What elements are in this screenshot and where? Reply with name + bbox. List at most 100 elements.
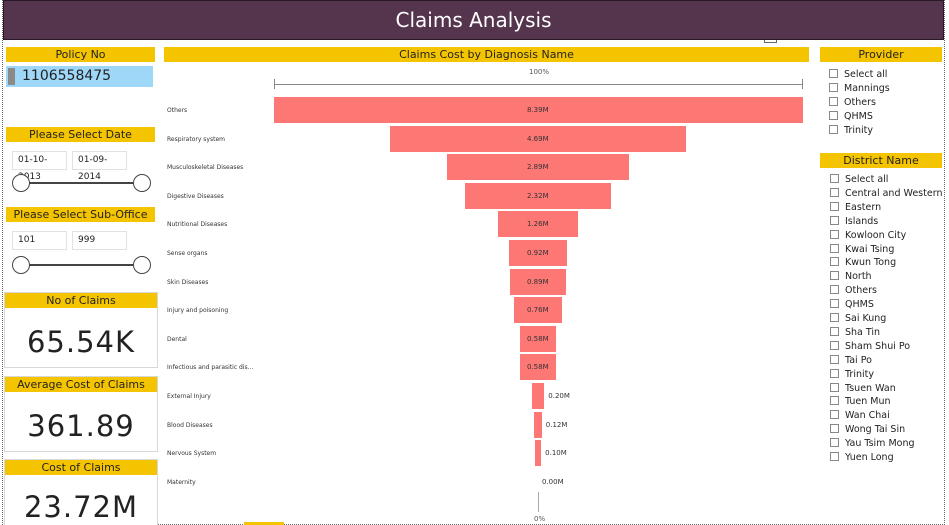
- bottom-range-tick: [538, 492, 539, 512]
- district-item-wan-chai[interactable]: Wan Chai: [830, 410, 890, 424]
- district-item-eastern[interactable]: Eastern: [830, 201, 881, 216]
- funnel-bar-others[interactable]: [273, 97, 803, 123]
- district-item-sham-shui-po[interactable]: Sham Shui Po: [830, 340, 910, 355]
- checkbox-icon[interactable]: [830, 424, 839, 434]
- suboffice-slider-track[interactable]: [20, 264, 142, 266]
- district-item-sha-tin[interactable]: Sha Tin: [830, 326, 881, 341]
- district-item-sai-kung[interactable]: Sai Kung: [830, 313, 886, 327]
- bar-value-label: 0.58M: [527, 334, 549, 343]
- funnel-bar-blood-diseases[interactable]: [534, 411, 542, 438]
- funnel-bar-musculoskeletal-diseases[interactable]: [446, 154, 630, 181]
- end-date-input[interactable]: 01-09-2014: [72, 151, 127, 182]
- checkbox-icon[interactable]: [830, 215, 839, 225]
- district-item-trinity[interactable]: Trinity: [830, 368, 874, 383]
- category-label: Blood Diseases: [167, 421, 213, 429]
- district-item-central-and-western[interactable]: Central and Western: [830, 187, 942, 202]
- district-item-qhms[interactable]: QHMS: [830, 299, 874, 313]
- checkbox-icon[interactable]: [830, 452, 839, 461]
- policy-search-input[interactable]: 1106558475: [6, 66, 153, 87]
- suboffice-slider-min-handle[interactable]: [12, 256, 30, 274]
- district-item-islands[interactable]: Islands: [830, 215, 878, 230]
- bar-value-label: 1.26M: [527, 220, 549, 229]
- suboffice-max-input[interactable]: 999: [72, 231, 127, 250]
- date-slider-start-handle[interactable]: [12, 174, 30, 192]
- district-item-tsuen-wan[interactable]: Tsuen Wan: [830, 382, 896, 397]
- district-item-north[interactable]: North: [830, 271, 872, 285]
- checkbox-icon[interactable]: [830, 382, 839, 392]
- date-slider-end-handle[interactable]: [133, 174, 151, 192]
- funnel-bar-nervous-system[interactable]: [534, 440, 542, 467]
- district-item-others[interactable]: Others: [830, 285, 877, 299]
- checkbox-icon[interactable]: [829, 111, 838, 120]
- district-item-label: Sha Tin: [845, 326, 881, 338]
- district-item-wong-tai-sin[interactable]: Wong Tai Sin: [830, 424, 905, 438]
- checkbox-icon[interactable]: [830, 285, 839, 295]
- funnel-bar-nutritional-diseases[interactable]: [498, 211, 578, 238]
- checkbox-icon[interactable]: [830, 271, 839, 281]
- provider-item-trinity[interactable]: Trinity: [829, 125, 873, 139]
- checkbox-icon[interactable]: [829, 97, 838, 106]
- district-item-kwai-tsing[interactable]: Kwai Tsing: [830, 243, 894, 258]
- checkbox-icon[interactable]: [830, 201, 839, 211]
- district-item-kowloon-city[interactable]: Kowloon City: [830, 229, 906, 244]
- start-date-input[interactable]: 01-10-2013: [12, 151, 67, 182]
- checkbox-icon[interactable]: [830, 410, 839, 420]
- chart-title: Claims Cost by Diagnosis Name: [164, 47, 809, 62]
- district-item-label: Wan Chai: [845, 410, 890, 422]
- checkbox-icon[interactable]: [830, 354, 839, 364]
- district-item-tai-po[interactable]: Tai Po: [830, 354, 872, 369]
- district-item-label: Kwun Tong: [845, 257, 897, 269]
- bar-value-label: 0.92M: [527, 249, 549, 257]
- funnel-bar-respiratory-system[interactable]: [390, 125, 686, 152]
- checkbox-icon[interactable]: [830, 396, 839, 406]
- checkbox-icon[interactable]: [830, 368, 839, 378]
- checkbox-icon[interactable]: [830, 243, 839, 253]
- bar-value-label: 0.20M: [548, 392, 570, 400]
- checkbox-icon[interactable]: [830, 187, 839, 197]
- district-item-kwun-tong[interactable]: Kwun Tong: [830, 257, 896, 271]
- kpi-claims-value: 65.54K: [26, 325, 136, 359]
- district-item-tuen-mun[interactable]: Tuen Mun: [830, 396, 891, 410]
- checkbox-icon[interactable]: [830, 174, 839, 183]
- district-item-label: Tsuen Wan: [845, 382, 896, 394]
- provider-item-select-all[interactable]: Select all: [829, 69, 887, 83]
- provider-item-qhms[interactable]: QHMS: [829, 111, 873, 125]
- provider-item-mannings[interactable]: Mannings: [829, 83, 890, 97]
- district-item-label: Select all: [845, 174, 889, 185]
- chart-scroll-indicator[interactable]: [244, 522, 284, 525]
- checkbox-icon[interactable]: [830, 326, 839, 336]
- suboffice-min-input[interactable]: 101: [12, 231, 67, 250]
- checkbox-icon[interactable]: [830, 299, 839, 309]
- provider-item-others[interactable]: Others: [829, 97, 876, 111]
- district-item-select-all[interactable]: Select all: [830, 174, 888, 188]
- district-item-yau-tsim-mong[interactable]: Yau Tsim Mong: [830, 438, 915, 452]
- checkbox-icon[interactable]: [830, 438, 839, 448]
- checkbox-icon[interactable]: [830, 257, 839, 267]
- district-item-yuen-long[interactable]: Yuen Long: [830, 452, 894, 466]
- checkbox-icon[interactable]: [829, 83, 838, 92]
- checkbox-icon[interactable]: [829, 125, 838, 134]
- bar-value-label: 2.89M: [527, 163, 549, 172]
- funnel-bar-skin-diseases[interactable]: [509, 268, 567, 295]
- date-slider-track[interactable]: [20, 182, 142, 184]
- funnel-bar-sense-organs[interactable]: [508, 240, 567, 266]
- kpi-cost-value: 23.72M: [23, 490, 139, 524]
- funnel-chart: 100% 0% Others 8.39M Respiratory system 4.6…: [164, 47, 810, 525]
- checkbox-icon[interactable]: [829, 69, 838, 78]
- checkbox-icon[interactable]: [830, 340, 839, 350]
- funnel-bar-infectious-and-parasitic-dis[interactable]: [519, 354, 557, 381]
- category-label: Dental: [167, 335, 187, 343]
- district-item-label: Trinity: [845, 368, 874, 380]
- kpi-card-cost: Cost of Claims 23.72M: [4, 459, 158, 525]
- funnel-bar-dental[interactable]: [519, 325, 557, 352]
- category-label: Maternity: [167, 478, 196, 486]
- suboffice-slider-max-handle[interactable]: [133, 256, 151, 274]
- funnel-bar-digestive-diseases[interactable]: [464, 182, 612, 209]
- funnel-bar-external-injury[interactable]: [531, 383, 545, 409]
- drag-handle-icon[interactable]: [8, 68, 15, 85]
- checkbox-icon[interactable]: [830, 229, 839, 239]
- focus-mode-icon[interactable]: [764, 40, 777, 43]
- checkbox-icon[interactable]: [830, 313, 839, 322]
- funnel-bar-injury-and-poisoning[interactable]: [514, 297, 562, 324]
- category-label: Infectious and parasitic dis...: [167, 364, 254, 372]
